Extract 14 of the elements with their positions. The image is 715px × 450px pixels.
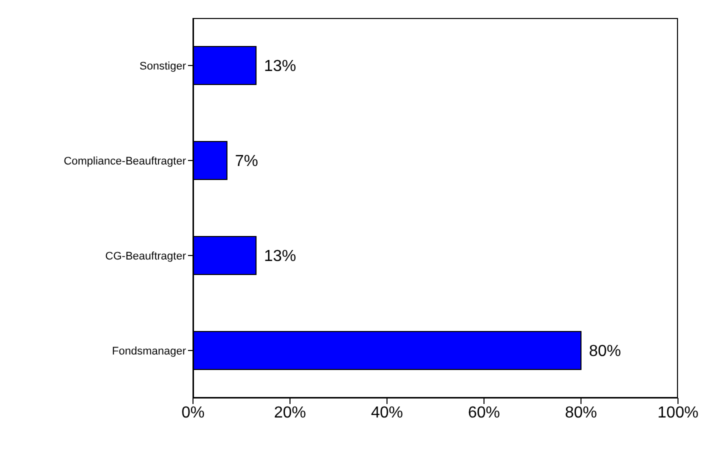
data-label: 7% [234, 153, 258, 170]
data-label: 13% [264, 248, 296, 266]
x-tick-label: 60% [468, 404, 500, 422]
x-tick-label: 100% [658, 404, 698, 422]
data-label: 80% [589, 343, 622, 360]
x-tick-label: 80% [564, 404, 598, 422]
y-tick-label: Compliance-Beauftragter [64, 155, 186, 168]
data-label: 13% [264, 58, 296, 76]
x-tick-label: 20% [274, 404, 306, 422]
x-tick-label: 0% [181, 404, 205, 422]
y-tick-label: Sonstiger [140, 60, 186, 72]
y-tick-label: CG-Beauftragter [105, 250, 186, 262]
y-tick-label: Fondsmanager [112, 345, 186, 358]
x-tick-label: 40% [370, 404, 404, 422]
